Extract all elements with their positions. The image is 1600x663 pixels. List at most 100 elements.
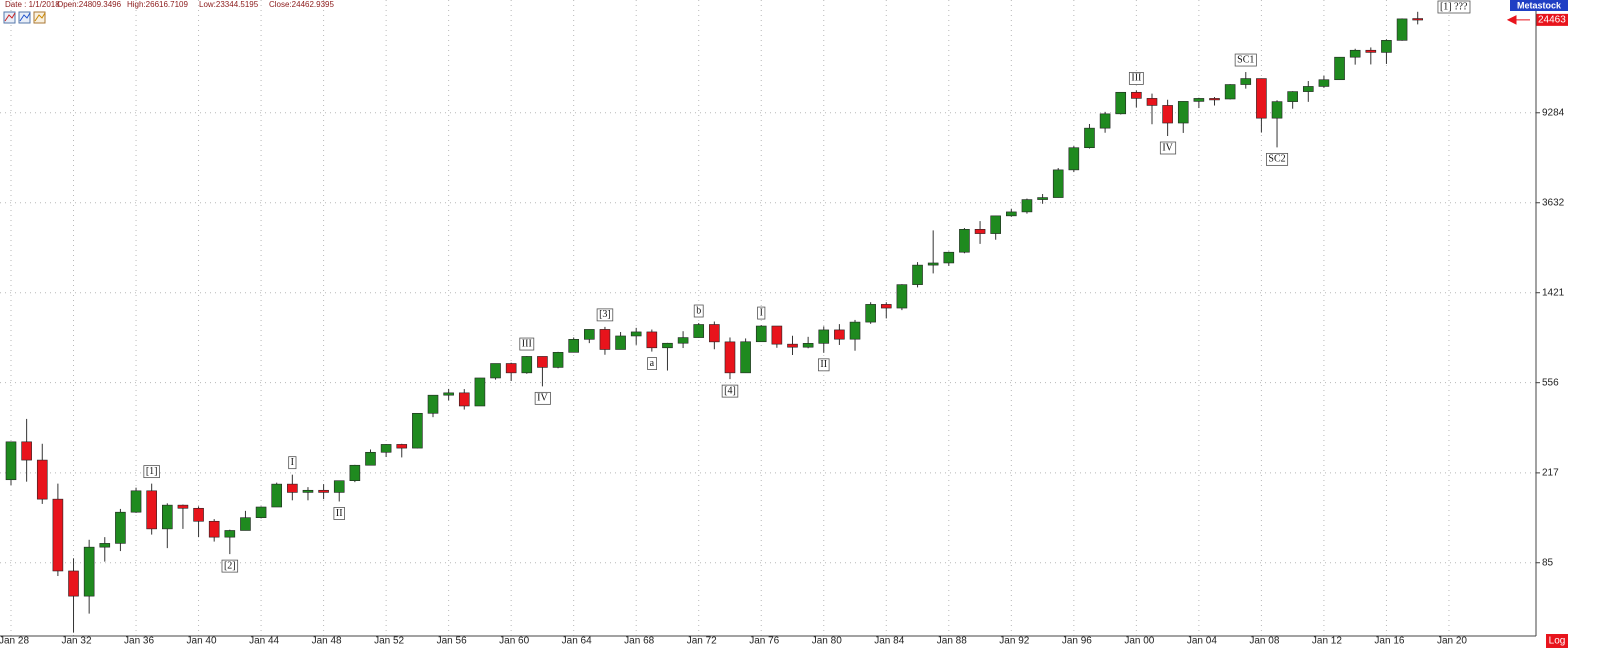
annotation-box (534, 391, 551, 405)
annotation-box (221, 559, 239, 573)
annotation: I (760, 307, 763, 318)
toolbar-icons[interactable] (3, 11, 46, 24)
candle-body (1302, 86, 1314, 92)
scale-label[interactable]: Log (1549, 636, 1566, 647)
candle-body (662, 342, 673, 349)
candle-body (1334, 56, 1345, 81)
candle-body (1177, 101, 1189, 124)
candle-body (771, 325, 783, 345)
candles (5, 11, 1423, 633)
candle-body (240, 517, 251, 531)
candle-body (943, 251, 955, 264)
annotation: II (336, 508, 343, 519)
candle-body (68, 570, 79, 597)
candle-body (490, 363, 501, 379)
x-tick-label: Jan 04 (1187, 636, 1217, 647)
candle-body (1318, 79, 1330, 87)
annotation: IV (1162, 142, 1173, 153)
candle-body (990, 215, 1001, 234)
annotation-box (693, 304, 704, 318)
candle-body (584, 329, 595, 340)
candle-body (1099, 113, 1111, 129)
candle-body (130, 490, 142, 513)
candle-body (1146, 98, 1158, 106)
info-field: Open:24809.3496 (57, 0, 122, 9)
annotation: b (696, 305, 701, 316)
y-tick-label: 85 (1542, 557, 1554, 568)
y-tick-label: 3632 (1542, 197, 1565, 208)
candle-body (1193, 98, 1205, 102)
candle-body (521, 356, 533, 374)
candle-body (333, 480, 345, 493)
scale-badge[interactable] (1546, 634, 1568, 648)
candle-body (1240, 78, 1252, 85)
annotation-box (1128, 72, 1144, 85)
candle-body (818, 329, 830, 344)
candle-body (1162, 105, 1173, 124)
x-tick-label: Jan 60 (499, 636, 529, 647)
candle-body (208, 520, 220, 538)
candle-body (458, 392, 470, 407)
icon[interactable] (3, 11, 16, 24)
candle-body (302, 489, 314, 493)
annotation-box (288, 456, 297, 470)
x-tick-label: Jan 40 (187, 636, 217, 647)
candle-body (224, 530, 236, 538)
x-tick-label: Jan 56 (437, 636, 467, 647)
last-price-arrow (1506, 15, 1530, 25)
candle-body (1256, 78, 1267, 119)
x-tick-label: Jan 32 (62, 636, 92, 647)
candle-body (568, 339, 579, 353)
candle-body (1365, 49, 1377, 53)
candle-body (1115, 91, 1127, 115)
last-price-badge (1536, 13, 1568, 26)
annotation-box (143, 465, 160, 479)
x-tick-label: Jan 88 (937, 636, 967, 647)
x-tick-label: Jan 48 (312, 636, 342, 647)
icon-glyph (34, 12, 46, 22)
x-tick-label: Jan 12 (1312, 636, 1342, 647)
x-tick-label: Jan 64 (562, 636, 592, 647)
x-tick-label: Jan 36 (124, 636, 154, 647)
candle-body (1037, 197, 1048, 200)
candle-body (1412, 18, 1423, 21)
icon-glyph (4, 12, 16, 22)
info-field: Date : 1/1/2018 (5, 0, 60, 9)
candle-body (927, 262, 939, 266)
annotation-box (721, 384, 739, 398)
x-tick-label: Jan 76 (749, 636, 779, 647)
annotation: [3] (599, 309, 611, 320)
annotation: III (522, 338, 532, 349)
candle-body (255, 506, 267, 518)
icon[interactable] (33, 11, 46, 24)
info-field: High:26616.7109 (127, 0, 188, 9)
candle-body (615, 335, 626, 350)
candle-body (1287, 91, 1298, 102)
annotation-box (1234, 53, 1257, 67)
candle-body (287, 483, 298, 493)
candle-body (271, 483, 283, 508)
icon[interactable] (18, 11, 31, 24)
candle-body (1084, 127, 1095, 149)
candle-body (959, 229, 970, 253)
candle-body (36, 459, 48, 500)
x-tick-label: Jan 80 (812, 636, 842, 647)
candle-body (693, 324, 705, 338)
candle-body (162, 504, 173, 530)
x-tick-label: Jan 16 (1374, 636, 1404, 647)
x-tick-label: Jan 08 (1249, 636, 1279, 647)
annotation-box (757, 306, 766, 320)
candle-body (880, 304, 892, 309)
candle-body (912, 264, 923, 285)
annotation: [1] (146, 466, 158, 477)
info-field: Close:24462.9395 (269, 0, 334, 9)
x-tick-label: Jan 44 (249, 636, 279, 647)
candle-body (427, 394, 439, 414)
annotation: [2] (224, 560, 236, 571)
annotation: SC2 (1268, 154, 1285, 165)
annotation-box (596, 308, 614, 322)
candle-body (552, 352, 564, 368)
candle-body (1209, 98, 1220, 101)
